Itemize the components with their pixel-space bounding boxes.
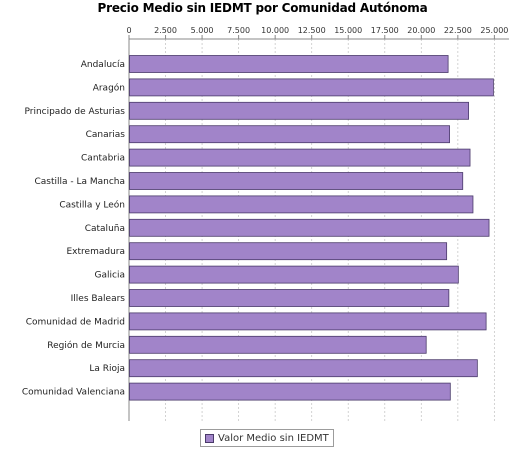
bar xyxy=(129,335,427,354)
bar xyxy=(129,125,450,144)
bar xyxy=(129,55,449,73)
bars xyxy=(129,55,494,401)
bar xyxy=(129,265,459,284)
x-tick-label: 5.000 xyxy=(191,26,214,35)
category-labels: Andalucía Aragón Principado de Asturias Can… xyxy=(22,60,125,398)
category-label: La Rioja xyxy=(89,364,125,374)
category-label: Principado de Asturias xyxy=(24,107,125,117)
bar xyxy=(129,172,464,190)
chart-title: Precio Medio sin IEDMT por Comunidad Aut… xyxy=(97,1,428,15)
legend: Valor Medio sin IEDMT xyxy=(200,429,334,447)
x-tick-label: 20.000 xyxy=(407,26,435,35)
bar xyxy=(129,148,471,167)
bar xyxy=(129,101,469,120)
bar xyxy=(129,359,478,378)
category-label: Castilla - La Mancha xyxy=(34,177,125,187)
x-axis-ticks: 0 2.500 5.000 7.500 10.000 12.500 15.000 17.500… xyxy=(126,26,508,39)
category-label: Extremadura xyxy=(67,247,126,257)
category-label: Illes Balears xyxy=(71,294,126,304)
x-tick-label: 10.000 xyxy=(261,26,289,35)
x-tick-label: 0 xyxy=(126,26,131,35)
x-tick-label: 22.500 xyxy=(444,26,472,35)
category-label: Cataluña xyxy=(85,224,125,234)
bar xyxy=(129,195,474,214)
category-label: Castilla y León xyxy=(59,199,125,210)
bar xyxy=(129,78,494,97)
legend-label: Valor Medio sin IEDMT xyxy=(218,432,329,444)
category-label: Región de Murcia xyxy=(47,340,125,351)
bar xyxy=(129,382,451,401)
category-label: Andalucía xyxy=(81,60,125,70)
legend-swatch xyxy=(205,433,214,443)
category-label: Comunidad de Madrid xyxy=(26,317,125,327)
x-tick-label: 15.000 xyxy=(334,26,362,35)
x-tick-label: 25.000 xyxy=(480,26,508,35)
category-label: Comunidad Valenciana xyxy=(22,388,125,398)
x-tick-label: 2.500 xyxy=(154,26,177,35)
category-label: Cantabria xyxy=(81,154,125,164)
x-tick-label: 17.500 xyxy=(371,26,399,35)
bar xyxy=(129,242,448,261)
category-label: Aragón xyxy=(93,82,125,93)
bar xyxy=(129,289,450,307)
axes xyxy=(128,38,509,421)
category-label: Galicia xyxy=(95,271,125,281)
bar xyxy=(129,312,487,331)
bar xyxy=(129,218,490,237)
category-label: Canarias xyxy=(86,130,126,140)
x-tick-label: 12.500 xyxy=(298,26,326,35)
x-tick-label: 7.500 xyxy=(227,26,250,35)
